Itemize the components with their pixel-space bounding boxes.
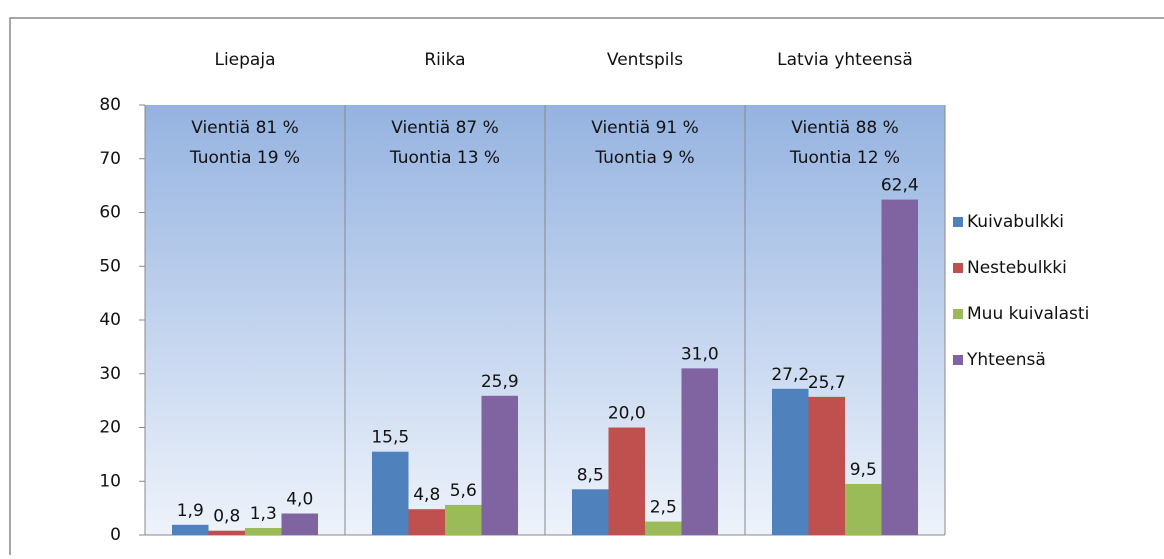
- legend-swatch: [953, 263, 963, 273]
- y-tick-label: 20: [99, 418, 121, 438]
- value-label: 62,4: [881, 176, 919, 196]
- bar: [372, 451, 409, 535]
- legend-label: Kuivabulkki: [967, 212, 1064, 232]
- annotation: Vientiä 87 %: [391, 118, 499, 138]
- bar: [172, 524, 209, 535]
- annotation: Tuontia 13 %: [389, 148, 500, 168]
- bar: [481, 395, 518, 535]
- value-label: 1,9: [177, 501, 204, 521]
- value-label: 8,5: [577, 465, 604, 485]
- y-tick-label: 60: [99, 203, 121, 223]
- bar: [208, 530, 245, 535]
- bar: [772, 388, 809, 535]
- y-tick-label: 0: [110, 525, 121, 545]
- bar: [281, 513, 318, 535]
- annotation: Vientiä 88 %: [791, 118, 899, 138]
- y-tick-label: 50: [99, 256, 121, 276]
- value-label: 1,3: [250, 504, 277, 524]
- legend-swatch: [953, 217, 963, 227]
- y-tick-label: 80: [99, 95, 121, 115]
- bar: [881, 199, 918, 535]
- value-label: 31,0: [681, 344, 719, 364]
- legend-label: Muu kuivalasti: [967, 304, 1089, 324]
- annotation: Vientiä 81 %: [191, 118, 299, 138]
- category-label: Ventspils: [607, 50, 683, 70]
- value-label: 20,0: [608, 404, 646, 424]
- bar: [645, 521, 682, 535]
- bar: [408, 509, 445, 535]
- value-label: 15,5: [371, 428, 409, 448]
- y-tick-label: 70: [99, 149, 121, 169]
- annotation: Tuontia 19 %: [189, 148, 300, 168]
- annotation: Vientiä 91 %: [591, 118, 699, 138]
- category-label: Liepaja: [214, 50, 275, 70]
- legend-label: Nestebulkki: [967, 258, 1067, 278]
- category-label: Riika: [424, 50, 465, 70]
- bar: [245, 528, 282, 535]
- legend-label: Yhteensä: [966, 350, 1046, 370]
- y-tick-label: 10: [99, 471, 121, 491]
- annotation: Tuontia 12 %: [789, 148, 900, 168]
- value-label: 9,5: [850, 460, 877, 480]
- category-label: Latvia yhteensä: [777, 50, 913, 70]
- value-label: 27,2: [771, 365, 809, 385]
- bar: [572, 489, 609, 535]
- legend-swatch: [953, 355, 963, 365]
- legend-swatch: [953, 309, 963, 319]
- value-label: 25,9: [481, 372, 519, 392]
- y-tick-label: 40: [99, 310, 121, 330]
- value-label: 2,5: [650, 498, 677, 518]
- value-label: 0,8: [213, 507, 240, 527]
- value-label: 4,0: [286, 490, 313, 510]
- frame: [9, 17, 1164, 559]
- annotation: Tuontia 9 %: [594, 148, 694, 168]
- bar: [608, 427, 645, 535]
- y-tick-label: 30: [99, 364, 121, 384]
- value-label: 4,8: [413, 485, 440, 505]
- bar: [445, 504, 482, 535]
- bar: [808, 396, 845, 535]
- value-label: 25,7: [808, 373, 846, 393]
- value-label: 5,6: [450, 481, 477, 501]
- bar: [845, 483, 882, 535]
- bar: [681, 368, 718, 535]
